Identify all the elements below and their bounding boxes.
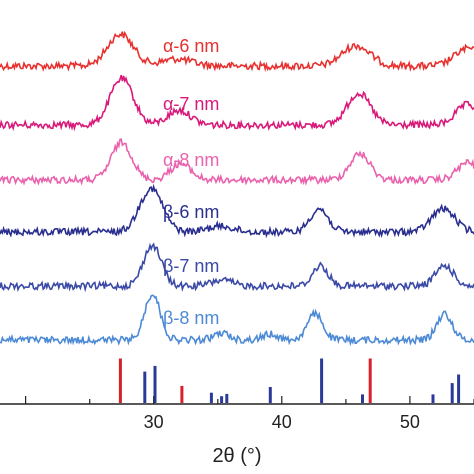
series-line-6 [0, 294, 474, 347]
series-label-6: β-8 nm [163, 308, 219, 328]
x-tick-label: 50 [400, 412, 420, 432]
series-line-5 [0, 242, 474, 293]
series-label-2: α-7 nm [163, 94, 219, 114]
series-line-4 [0, 183, 474, 239]
series-label-4: β-6 nm [163, 202, 219, 222]
series-label-1: α-6 nm [163, 36, 219, 56]
x-tick-label: 40 [272, 412, 292, 432]
x-tick-label: 30 [144, 412, 164, 432]
x-axis-title: 2θ (°) [212, 445, 261, 467]
series-line-3 [0, 138, 474, 187]
series-line-1 [0, 30, 474, 73]
series-label-5: β-7 nm [163, 256, 219, 276]
reference-sticks [118, 358, 461, 403]
x-ticks: 30 40 50 [25, 396, 474, 432]
plot-area: α-6 nm α-7 nm α-8 nm β-6 nm β-7 nm β-8 nm [0, 30, 474, 347]
series-line-2 [0, 74, 474, 132]
series-label-3: α-8 nm [163, 150, 219, 170]
